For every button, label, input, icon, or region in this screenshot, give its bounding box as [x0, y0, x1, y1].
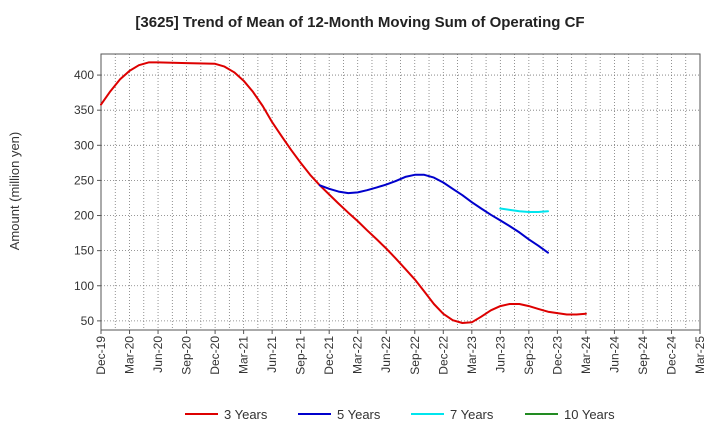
x-tick-label: Dec-24 [664, 336, 678, 375]
series-line-5-years [318, 173, 549, 254]
chart-title: [3625] Trend of Mean of 12-Month Moving … [135, 14, 584, 31]
y-axis-label: Amount (million yen) [7, 132, 22, 251]
x-tick-label: Mar-24 [579, 336, 593, 374]
x-tick-label: Jun-24 [607, 336, 621, 373]
y-tick-label: 100 [74, 279, 94, 293]
x-tick-label: Dec-19 [94, 336, 108, 375]
series-line-3-years [100, 61, 587, 324]
series-lines [100, 61, 587, 324]
legend-label: 5 Years [337, 407, 381, 422]
x-tick-label: Mar-23 [465, 336, 479, 374]
x-tick-label: Jun-23 [493, 336, 507, 373]
y-tick-label: 300 [74, 138, 94, 152]
y-tick-label: 50 [81, 314, 95, 328]
x-tick-label: Dec-22 [436, 336, 450, 375]
y-axis-ticks: 50 100 150 200 250 300 350 400 [74, 68, 101, 328]
legend-label: 10 Years [564, 407, 615, 422]
x-tick-label: Mar-22 [351, 336, 365, 374]
x-tick-label: Jun-20 [151, 336, 165, 373]
y-tick-label: 400 [74, 68, 94, 82]
grid-lines [101, 54, 700, 330]
x-tick-label: Sep-21 [294, 336, 308, 375]
legend: 3 Years 5 Years 7 Years 10 Years [185, 407, 615, 422]
x-tick-label: Jun-22 [379, 336, 393, 373]
x-tick-label: Mar-25 [693, 336, 707, 374]
x-tick-label: Sep-24 [636, 336, 650, 375]
x-tick-label: Sep-23 [522, 336, 536, 375]
x-tick-label: Dec-23 [550, 336, 564, 375]
x-tick-label: Mar-20 [123, 336, 137, 374]
x-tick-label: Jun-21 [265, 336, 279, 373]
y-tick-label: 250 [74, 173, 94, 187]
x-tick-label: Sep-22 [408, 336, 422, 375]
y-tick-label: 150 [74, 244, 94, 258]
legend-label: 7 Years [450, 407, 494, 422]
x-tick-label: Mar-21 [237, 336, 251, 374]
series-line-7-years [499, 207, 549, 213]
y-tick-label: 200 [74, 209, 94, 223]
x-tick-label: Dec-21 [322, 336, 336, 375]
x-axis-ticks: Dec-19 Mar-20 Jun-20 Sep-20 Dec-20 Mar-21 Jun-… [94, 330, 707, 375]
x-tick-label: Sep-20 [180, 336, 194, 375]
x-tick-label: Dec-20 [208, 336, 222, 375]
plot-area [100, 53, 701, 331]
y-tick-label: 350 [74, 103, 94, 117]
legend-label: 3 Years [224, 407, 268, 422]
